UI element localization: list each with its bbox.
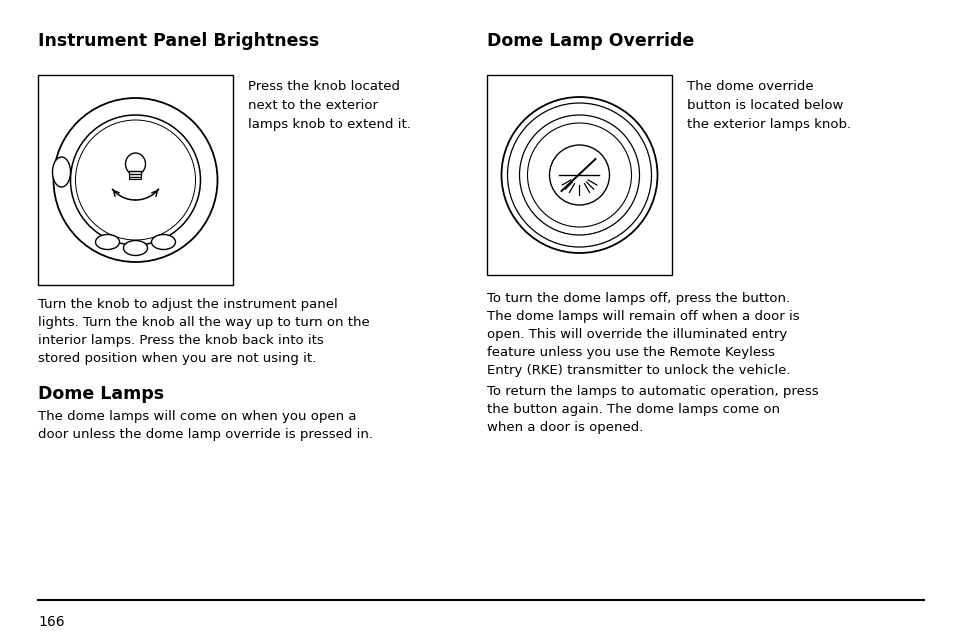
Ellipse shape <box>123 240 148 256</box>
Bar <box>130 171 141 179</box>
Ellipse shape <box>52 157 71 187</box>
Circle shape <box>519 115 639 235</box>
Text: Press the knob located
next to the exterior
lamps knob to extend it.: Press the knob located next to the exter… <box>248 80 411 131</box>
Circle shape <box>549 145 609 205</box>
Ellipse shape <box>152 235 175 249</box>
Circle shape <box>71 115 200 245</box>
Text: Instrument Panel Brightness: Instrument Panel Brightness <box>38 32 319 50</box>
Text: Dome Lamp Override: Dome Lamp Override <box>486 32 694 50</box>
Text: The dome lamps will come on when you open a
door unless the dome lamp override i: The dome lamps will come on when you ope… <box>38 410 373 441</box>
Text: Dome Lamps: Dome Lamps <box>38 385 164 403</box>
Circle shape <box>501 97 657 253</box>
Circle shape <box>53 98 217 262</box>
Text: Turn the knob to adjust the instrument panel
lights. Turn the knob all the way u: Turn the knob to adjust the instrument p… <box>38 298 370 365</box>
Circle shape <box>75 120 195 240</box>
Bar <box>38 75 233 285</box>
Ellipse shape <box>126 153 146 175</box>
Circle shape <box>527 123 631 227</box>
Circle shape <box>507 103 651 247</box>
Text: To return the lamps to automatic operation, press
the button again. The dome lam: To return the lamps to automatic operati… <box>486 385 818 434</box>
Text: To turn the dome lamps off, press the button.
The dome lamps will remain off whe: To turn the dome lamps off, press the bu… <box>486 292 799 377</box>
Text: The dome override
button is located below
the exterior lamps knob.: The dome override button is located belo… <box>686 80 850 131</box>
Bar <box>486 75 671 275</box>
Ellipse shape <box>95 235 119 249</box>
Text: 166: 166 <box>38 615 65 629</box>
